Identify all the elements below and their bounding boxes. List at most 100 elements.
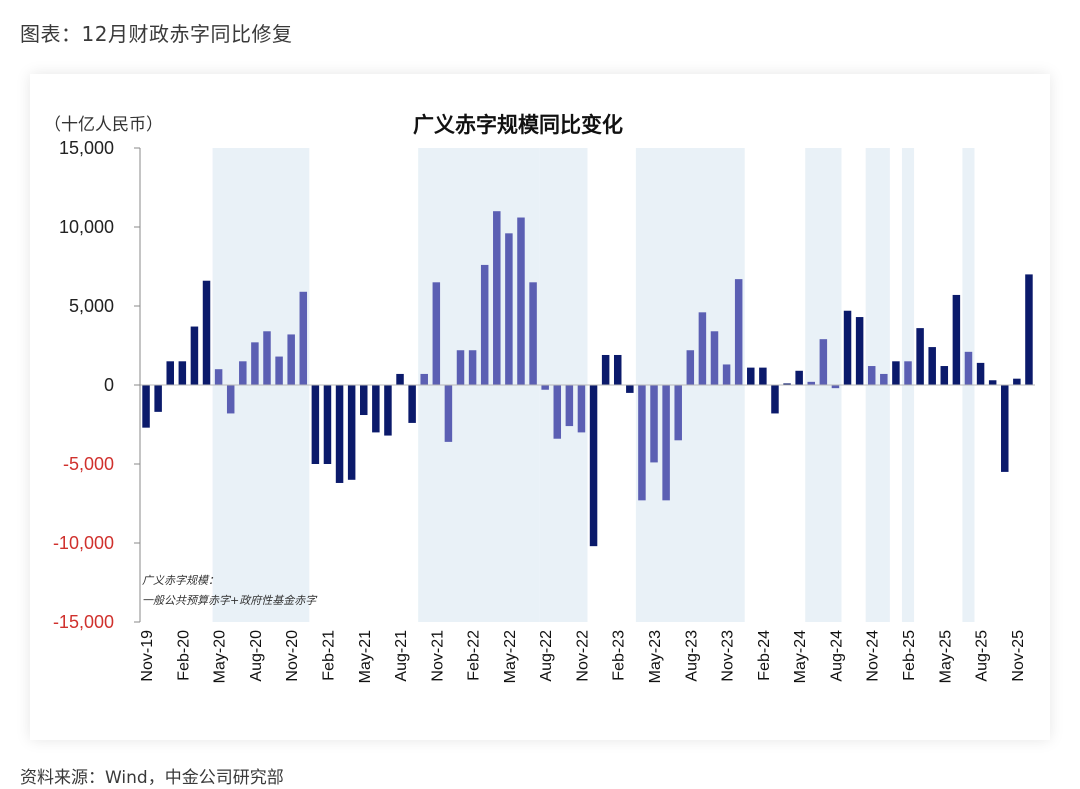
bar-series	[142, 211, 1033, 547]
bar-Nov-24	[867, 366, 876, 385]
y-tick-label: -10,000	[53, 533, 114, 553]
figure-caption: 图表：12月财政赤字同比修复	[20, 22, 293, 46]
bar-Dec-20	[299, 291, 308, 385]
bar-Sep-22	[553, 385, 562, 439]
bar-Dec-21	[444, 385, 453, 442]
bar-Nov-22	[577, 385, 586, 433]
x-tick-label: Aug-20	[248, 630, 265, 682]
x-tick-label: May-20	[212, 630, 229, 683]
bar-Aug-22	[541, 385, 549, 390]
annotation-line-2: 一般公共预算赤字+政府性基金赤字	[142, 594, 318, 607]
bar-Jun-22	[517, 217, 525, 385]
y-tick-label: -15,000	[53, 612, 114, 632]
bar-Dec-19	[154, 385, 162, 412]
bar-Oct-21	[420, 373, 428, 385]
bar-Apr-21	[347, 385, 356, 480]
bar-Aug-23	[686, 350, 695, 385]
bar-May-24	[795, 370, 803, 385]
bar-Dec-22	[589, 385, 598, 547]
bar-May-22	[505, 233, 513, 385]
y-tick-label: 10,000	[59, 217, 114, 237]
bar-Feb-24	[759, 367, 767, 385]
bar-Apr-20	[202, 280, 211, 385]
bar-Jan-22	[456, 350, 465, 385]
bar-Oct-23	[710, 331, 719, 385]
bar-Oct-22	[565, 385, 574, 427]
bar-Mar-25	[916, 328, 924, 385]
bar-Aug-24	[831, 385, 840, 389]
bar-Aug-20	[251, 342, 259, 385]
bar-Aug-25	[976, 362, 985, 385]
chart-card: 15,000 10,000 5,000 0 -5,000 -10,000 -15,000 N…	[30, 74, 1050, 740]
bar-Jul-25	[964, 351, 973, 385]
bar-Nov-20	[287, 334, 295, 385]
bar-Feb-20	[178, 361, 187, 385]
bar-Mar-21	[335, 385, 344, 483]
bar-Feb-23	[613, 354, 622, 385]
bar-Jun-23	[662, 385, 670, 501]
bar-Nov-19	[142, 385, 150, 428]
bar-Jun-20	[226, 385, 235, 414]
bar-Nov-21	[432, 282, 441, 385]
bar-Jan-25	[892, 361, 900, 385]
bar-Sep-24	[843, 310, 852, 385]
bar-May-21	[360, 385, 368, 416]
bar-Sep-20	[263, 331, 271, 385]
x-tick-label: Nov-20	[284, 630, 301, 682]
x-tick-label: May-24	[792, 630, 809, 683]
bar-Dec-23	[734, 279, 743, 385]
bar-Jun-25	[952, 294, 961, 385]
x-tick-label: May-23	[647, 630, 664, 683]
bar-Oct-25	[1001, 385, 1009, 472]
bar-Nov-23	[722, 364, 731, 385]
bar-Feb-25	[904, 361, 912, 385]
bar-Aug-21	[396, 373, 404, 385]
bar-Jul-23	[674, 385, 682, 441]
bar-Mar-22	[480, 264, 489, 385]
x-tick-label: Nov-23	[720, 630, 737, 682]
bar-Jul-24	[819, 339, 828, 385]
x-tick-label: Nov-22	[574, 630, 591, 682]
bar-Feb-21	[323, 385, 332, 464]
bar-Mar-20	[190, 326, 199, 385]
bar-chart: 15,000 10,000 5,000 0 -5,000 -10,000 -15,000 N…	[44, 113, 1035, 683]
bar-Oct-20	[275, 356, 283, 385]
bar-Jan-21	[311, 385, 320, 464]
x-tick-label: Nov-25	[1010, 630, 1027, 682]
bar-Sep-25	[988, 380, 997, 385]
x-tick-label: Nov-24	[865, 630, 882, 682]
x-tick-label: May-21	[357, 630, 374, 683]
x-tick-label: May-25	[937, 630, 954, 683]
bar-May-25	[940, 366, 949, 385]
x-tick-label: Aug-22	[538, 630, 555, 682]
bar-Nov-25	[1013, 378, 1021, 385]
bar-Mar-23	[626, 385, 634, 393]
bar-Mar-24	[771, 385, 779, 414]
x-tick-label: Nov-21	[429, 630, 446, 682]
bar-May-20	[214, 369, 223, 385]
bar-Apr-23	[638, 385, 646, 501]
y-tick-label: 15,000	[59, 138, 114, 158]
bar-Oct-24	[855, 317, 864, 385]
source-note: 资料来源：Wind，中金公司研究部	[20, 768, 284, 788]
bar-Jul-21	[384, 385, 392, 436]
bar-Dec-25	[1025, 274, 1033, 385]
bar-Jun-24	[807, 381, 815, 385]
x-tick-label: May-22	[502, 630, 519, 683]
x-tick-label: Feb-20	[175, 630, 192, 681]
y-axis-unit-label: （十亿人民币）	[44, 115, 163, 135]
bar-Jan-20	[166, 361, 174, 385]
x-tick-label: Feb-21	[320, 630, 337, 681]
bar-Feb-22	[468, 350, 477, 385]
x-tick-label: Feb-22	[466, 630, 483, 681]
x-tick-label: Aug-24	[828, 630, 845, 682]
bar-Sep-23	[698, 312, 707, 385]
x-tick-label: Feb-25	[901, 630, 918, 681]
annotation-line-1: 广义赤字规模：	[142, 574, 219, 587]
x-tick-label: Aug-25	[974, 630, 991, 682]
bar-Apr-25	[928, 347, 936, 385]
y-tick-label: 0	[104, 375, 114, 395]
x-tick-label: Feb-23	[611, 630, 628, 681]
y-axis-ticks: 15,000 10,000 5,000 0 -5,000 -10,000 -15,000	[53, 138, 140, 632]
x-tick-label: Nov-19	[139, 630, 156, 682]
